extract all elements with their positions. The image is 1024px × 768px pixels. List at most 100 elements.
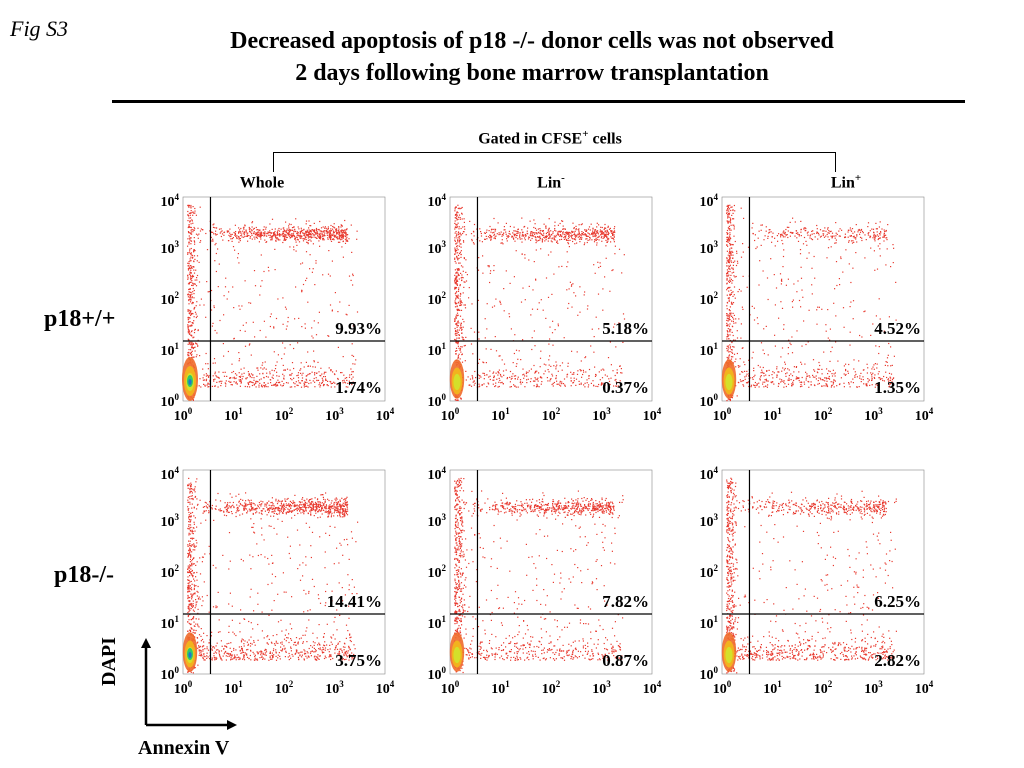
- dot: [866, 363, 868, 365]
- dot: [291, 227, 294, 229]
- dot: [188, 265, 190, 267]
- dot: [459, 304, 462, 306]
- dot: [606, 241, 608, 243]
- dot: [313, 320, 315, 322]
- dot: [459, 304, 461, 307]
- dot: [188, 225, 190, 227]
- dot: [327, 273, 330, 275]
- dot: [565, 237, 567, 239]
- dot: [238, 376, 240, 378]
- dot: [463, 231, 465, 233]
- dot: [193, 557, 195, 559]
- dot: [735, 358, 737, 360]
- dot: [196, 590, 198, 592]
- dot: [256, 237, 258, 239]
- dot: [230, 381, 232, 383]
- dot: [838, 230, 840, 232]
- dot: [188, 303, 190, 305]
- dot: [575, 229, 577, 231]
- dot: [315, 504, 318, 506]
- dot: [728, 299, 730, 301]
- dot: [759, 260, 761, 262]
- dot: [316, 233, 318, 235]
- dot: [193, 632, 195, 634]
- dot: [247, 240, 249, 242]
- dot: [457, 273, 459, 275]
- dot: [615, 346, 617, 348]
- dot: [271, 384, 273, 386]
- dot: [493, 269, 495, 272]
- dot: [331, 507, 333, 510]
- dot: [245, 503, 247, 505]
- dot: [895, 281, 897, 283]
- dot: [191, 544, 193, 546]
- dot: [306, 506, 308, 509]
- dot: [768, 231, 771, 233]
- dot: [188, 273, 191, 275]
- dot: [728, 208, 731, 210]
- dot: [535, 242, 537, 244]
- dot: [499, 233, 501, 235]
- dot: [273, 351, 275, 353]
- dot: [205, 352, 207, 355]
- dot: [888, 380, 890, 382]
- dot: [533, 364, 535, 367]
- dot: [841, 229, 843, 231]
- dot: [590, 345, 592, 347]
- dot: [229, 381, 231, 383]
- dot: [191, 293, 193, 295]
- dot: [478, 338, 480, 340]
- dot: [458, 334, 460, 336]
- dot: [733, 226, 735, 228]
- dot: [187, 321, 190, 323]
- dot: [761, 224, 763, 226]
- dot: [251, 226, 253, 228]
- dot: [514, 385, 516, 387]
- dot: [193, 316, 195, 318]
- dot: [229, 232, 231, 234]
- dot: [730, 278, 732, 280]
- dot: [242, 227, 245, 229]
- dot: [583, 294, 585, 296]
- dot: [317, 235, 319, 237]
- dot: [525, 233, 527, 236]
- dot: [300, 368, 302, 370]
- dot: [547, 296, 550, 298]
- dot: [549, 235, 551, 237]
- dot: [189, 521, 191, 523]
- dot: [454, 333, 456, 335]
- dot: [553, 238, 555, 241]
- dot: [222, 239, 224, 241]
- dot: [547, 369, 549, 371]
- dot: [872, 323, 874, 325]
- dot: [194, 585, 196, 587]
- x-tick-label: 104: [643, 406, 662, 424]
- dot: [816, 232, 818, 234]
- dot: [611, 237, 613, 239]
- dot: [886, 248, 888, 250]
- dot: [736, 337, 739, 339]
- dot: [196, 301, 198, 303]
- dot: [827, 373, 829, 375]
- dot: [726, 220, 728, 222]
- dot: [727, 347, 729, 349]
- dot: [732, 267, 734, 269]
- dot: [490, 270, 492, 272]
- dot: [533, 330, 535, 332]
- dot: [190, 580, 192, 582]
- dot: [293, 236, 296, 238]
- dot: [829, 231, 831, 233]
- dot: [886, 357, 889, 359]
- dot: [303, 386, 305, 388]
- dot: [282, 230, 284, 233]
- dot: [291, 229, 293, 231]
- dot: [488, 376, 490, 378]
- dot: [267, 231, 269, 233]
- dot: [576, 234, 578, 236]
- dot: [867, 222, 870, 224]
- dot: [561, 265, 563, 267]
- dot: [557, 383, 559, 385]
- dot: [810, 384, 812, 386]
- dot: [871, 228, 873, 230]
- dot: [200, 386, 202, 388]
